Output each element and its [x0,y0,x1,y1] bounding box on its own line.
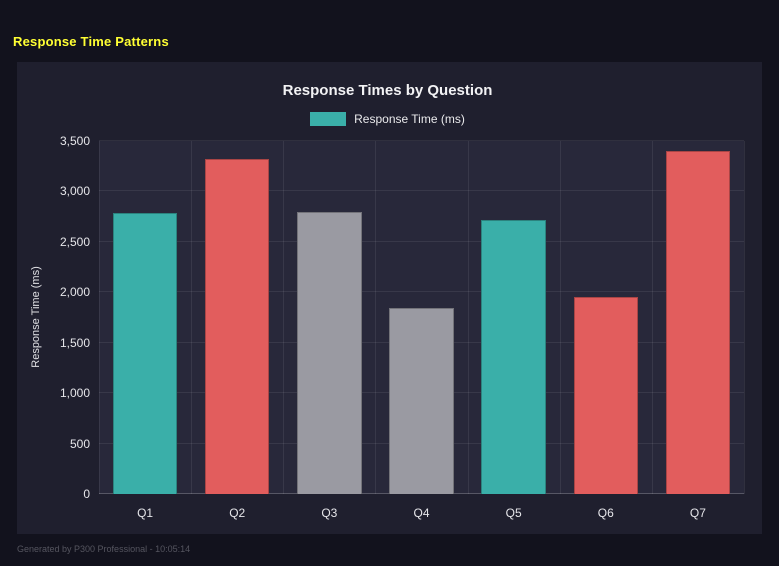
x-tick-label: Q7 [689,506,706,520]
bar-slot [652,141,744,494]
bar-slot [560,141,652,494]
gridline-vertical [283,141,285,494]
bar-slot [191,141,283,494]
bar-slot [283,141,375,494]
x-tick-label: Q1 [137,506,154,520]
plot-area: 0 500 1,000 1,500 2,000 2,500 3,000 3,500 [60,134,745,501]
page-title: Response Time Patterns [13,34,169,49]
legend-swatch [310,112,347,126]
x-tick-label: Q3 [321,506,338,520]
gridline-horizontal [99,140,744,141]
bar-slot [468,141,560,494]
gridline-vertical [375,141,377,494]
bar-q2[interactable] [204,159,270,494]
y-tick-label: 0 [83,487,90,501]
x-tick-label: Q2 [229,506,246,520]
legend-label: Response Time (ms) [354,112,465,126]
bar-q3[interactable] [297,211,362,494]
x-tick-label: Q6 [597,506,614,520]
bar-q1[interactable] [112,212,178,494]
x-tick-label: Q4 [413,506,430,520]
y-tick-label: 500 [69,436,90,451]
y-axis-title-column: Response Time (ms) [23,141,49,533]
bars-container [99,141,744,494]
gridline-vertical [467,141,469,494]
gridline-vertical [744,141,745,494]
footer-text: Generated by P300 Professional - 10:05:1… [17,544,191,554]
gridline-horizontal [99,190,744,192]
bar-q6[interactable] [573,297,639,494]
x-axis-labels: Q1 Q2 Q3 Q4 Q5 Q6 Q7 [99,494,744,532]
y-tick-label: 1,500 [59,335,90,350]
gridline-vertical [99,141,100,494]
gridline-horizontal [99,240,744,242]
chart-title: Response Times by Question [282,82,493,99]
bar-slot [375,141,467,494]
chart-body: Response Time (ms) 0 500 1,000 1,500 2,000 2,… [23,134,752,533]
gridline-vertical [651,141,653,494]
gridline-vertical [191,141,193,494]
chart-panel: Response Times by Question Response Time… [17,62,762,534]
y-tick-label: 1,000 [59,386,90,401]
x-tick-label: Q5 [505,506,522,520]
plot-column: 0 500 1,000 1,500 2,000 2,500 3,000 3,500 Q1 Q2 Q… [60,134,745,533]
y-tick-label: 2,500 [59,234,90,249]
gridline-horizontal [99,291,744,293]
chart-legend[interactable]: Response Time (ms) [23,111,752,127]
y-tick-label: 2,000 [59,285,90,300]
bar-slot [99,141,191,494]
bar-q7[interactable] [665,151,731,494]
bar-q5[interactable] [481,219,546,494]
gridline-vertical [559,141,561,494]
y-tick-label: 3,500 [59,134,90,148]
y-axis-title: Response Time (ms) [30,266,42,368]
y-tick-label: 3,000 [59,184,90,199]
bar-q4[interactable] [389,308,454,494]
